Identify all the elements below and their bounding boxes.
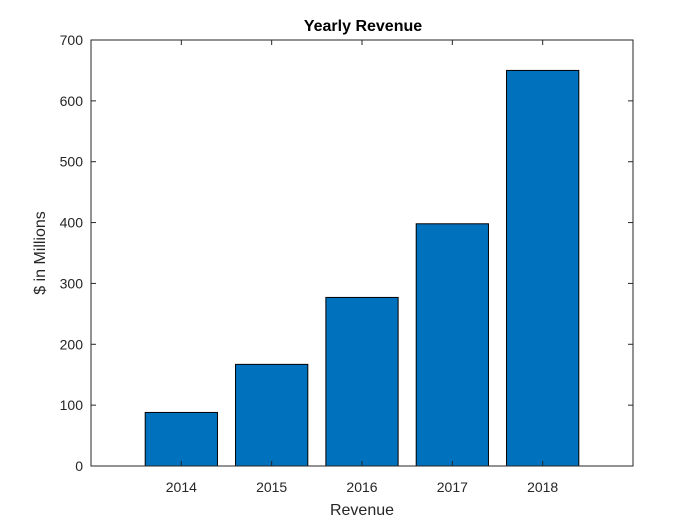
x-tick-label: 2017 <box>437 479 468 495</box>
y-tick-label: 300 <box>60 275 84 291</box>
y-tick-label: 0 <box>75 458 83 474</box>
bar-2016 <box>325 296 399 467</box>
y-tick-label: 100 <box>60 397 84 413</box>
bars-group <box>144 69 580 467</box>
x-tick-label: 2015 <box>256 479 287 495</box>
y-tick-label: 400 <box>60 215 84 231</box>
y-axis-label: $ in Millions <box>32 211 49 295</box>
y-tick-label: 200 <box>60 336 84 352</box>
y-tick-label: 600 <box>60 93 84 109</box>
x-axis-label: Revenue <box>330 502 394 519</box>
bar-2014 <box>144 411 218 467</box>
x-tick-label: 2018 <box>527 479 558 495</box>
chart-title: Yearly Revenue <box>304 18 422 35</box>
x-ticks-group: 2014 2015 2016 2017 2018 <box>166 40 558 495</box>
x-tick-label: 2016 <box>346 479 377 495</box>
y-tick-label: 700 <box>60 32 84 48</box>
bar-2015 <box>235 363 309 467</box>
bar-2018 <box>506 69 580 467</box>
y-tick-label: 500 <box>60 154 84 170</box>
y-ticks-group: 0 100 200 300 400 500 600 700 <box>60 32 633 474</box>
bar-2017 <box>415 223 489 467</box>
x-tick-label: 2014 <box>166 479 197 495</box>
